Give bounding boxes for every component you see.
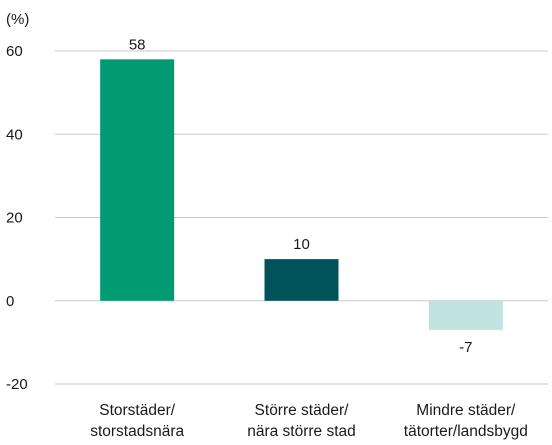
category-label: Storstäder/ [99,402,176,419]
bar [100,59,175,301]
bars [100,59,503,330]
y-tick-label: -20 [6,376,28,393]
y-tick-label: 60 [6,43,23,60]
data-label: 58 [129,36,146,53]
y-axis-unit-label: (%) [6,11,29,28]
y-tick-label: 0 [6,293,14,310]
category-label: Mindre städer/ [416,402,516,419]
bar [264,259,339,301]
category-label: storstadsnära [90,423,184,440]
data-label: 10 [293,236,310,253]
category-label: tätorter/landsbygd [404,423,528,440]
category-label: Större städer/ [255,402,350,419]
category-label: nära större stad [247,423,356,440]
bar [428,300,503,330]
y-tick-label: 20 [6,210,23,227]
data-label: -7 [459,339,472,356]
data-labels: 58 10 -7 [129,36,473,356]
category-labels: Storstäder/storstadsnära Större städer/nä… [90,402,528,440]
y-tick-label: 40 [6,126,23,143]
y-axis-ticks: 60 40 20 0 -20 [6,43,28,393]
